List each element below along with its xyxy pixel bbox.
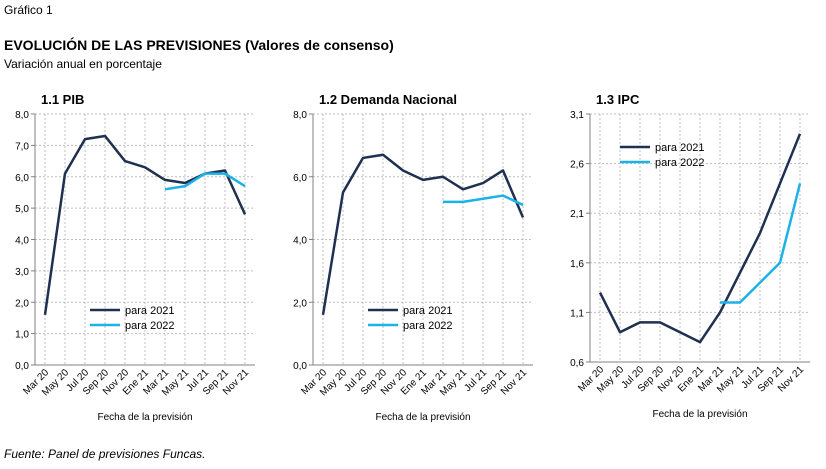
y-tick-label: 3,0 — [15, 267, 29, 278]
y-tick-label: 2,0 — [15, 298, 29, 309]
y-tick-label: 4,0 — [15, 236, 29, 247]
y-tick-label: 2,0 — [293, 298, 307, 309]
y-tick-label: 1,1 — [570, 308, 584, 319]
x-axis-label: Fecha de la previsión — [375, 412, 470, 423]
y-tick-label: 0,6 — [570, 358, 584, 369]
y-tick-label: 2,6 — [570, 160, 584, 171]
figure-label: Gráfico 1 — [4, 3, 53, 17]
legend-label: para 2022 — [125, 320, 175, 332]
chart-title: 1.1 PIB — [41, 92, 84, 107]
y-tick-label: 8,0 — [293, 110, 307, 121]
data-line — [164, 172, 246, 191]
y-tick-label: 1,6 — [570, 259, 584, 270]
legend-label: para 2022 — [403, 320, 453, 332]
data-line — [598, 133, 802, 344]
legend-label: para 2021 — [655, 142, 705, 154]
data-line — [443, 194, 524, 207]
legend-label: para 2022 — [655, 157, 705, 169]
y-tick-label: 5,0 — [15, 204, 29, 215]
y-tick-label: 8,0 — [15, 110, 29, 121]
data-line — [321, 153, 525, 316]
x-axis-label: Fecha de la previsión — [652, 409, 747, 420]
y-tick-label: 6,0 — [15, 173, 29, 184]
y-tick-label: 0,0 — [15, 361, 29, 372]
chart-title: 1.3 IPC — [596, 92, 640, 107]
figure-title: EVOLUCIÓN DE LAS PREVISIONES (Valores de… — [4, 36, 394, 53]
y-tick-label: 6,0 — [293, 173, 307, 184]
chart-title: 1.2 Demanda Nacional — [319, 92, 457, 107]
y-tick-label: 0,0 — [293, 361, 307, 372]
x-axis-label: Fecha de la previsión — [97, 412, 192, 423]
source-note: Fuente: Panel de previsiones Funcas. — [4, 447, 205, 461]
data-line — [720, 183, 802, 304]
y-tick-label: 7,0 — [15, 141, 29, 152]
y-tick-label: 2,1 — [570, 209, 584, 220]
y-tick-label: 3,1 — [570, 110, 584, 121]
legend-label: para 2021 — [125, 305, 175, 317]
y-tick-label: 1,0 — [15, 330, 29, 341]
figure-subtitle: Variación anual en porcentaje — [4, 57, 162, 71]
y-tick-label: 4,0 — [293, 236, 307, 247]
legend-label: para 2021 — [403, 305, 453, 317]
